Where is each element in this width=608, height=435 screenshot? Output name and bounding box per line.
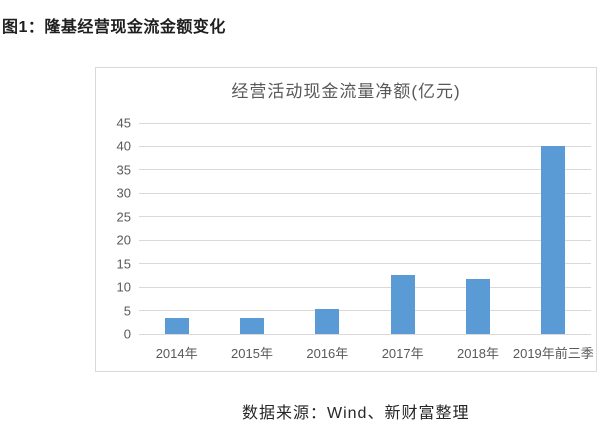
- y-axis-label-25: 25: [116, 209, 131, 225]
- y-axis-label-20: 20: [116, 232, 131, 248]
- y-axis-label-40: 40: [116, 138, 131, 154]
- figure-heading: 图1：隆基经营现金流金额变化: [2, 19, 226, 36]
- bar-2017年: [390, 275, 415, 334]
- y-axis-label-15: 15: [116, 256, 131, 272]
- gridline-y-15: [139, 263, 591, 265]
- gridline-y-5: [139, 310, 591, 312]
- x-axis-label-2017年: 2017年: [381, 346, 424, 361]
- bar-2018年: [466, 279, 490, 334]
- data-source-caption: 数据来源：Wind、新财富整理: [242, 405, 470, 422]
- chart-title: 经营活动现金流量净额(亿元): [231, 82, 461, 101]
- y-axis-label-30: 30: [116, 185, 131, 201]
- gridline-y-10: [139, 286, 591, 288]
- gridline-y-30: [139, 192, 591, 194]
- gridline-y-35: [139, 169, 591, 171]
- bar-2019年前三季: [541, 146, 566, 334]
- gridline-y-40: [139, 145, 591, 147]
- x-axis-label-2014年: 2014年: [155, 346, 198, 361]
- y-axis-label-35: 35: [116, 162, 131, 178]
- bar-2016年: [315, 308, 340, 334]
- y-axis-label-0: 0: [123, 326, 131, 342]
- y-axis-label-45: 45: [116, 115, 131, 131]
- x-axis-label-2016年: 2016年: [306, 346, 349, 361]
- x-axis-label-2019年前三季: 2019年前三季: [512, 346, 594, 361]
- x-axis-label-2018年: 2018年: [457, 346, 499, 361]
- y-axis-label-5: 5: [123, 303, 131, 319]
- gridline-y-45: [139, 122, 591, 124]
- gridline-y-25: [139, 216, 591, 218]
- plot-area: 0 5 10 15 20 25 30 35 40 45 2014年 2015年 2016年 2017年 20…: [117, 117, 594, 362]
- bar-2014年: [164, 317, 189, 334]
- x-axis-label-2015年: 2015年: [231, 346, 273, 361]
- y-axis-label-10: 10: [116, 279, 131, 295]
- chart-frame: 经营活动现金流量净额(亿元) 0 5 10 15 20 25 30 35 40 45 2014年 20…: [95, 67, 597, 372]
- bar-2015年: [240, 317, 264, 334]
- gridline-y-20: [139, 239, 591, 241]
- gridline-y-0: [139, 333, 591, 335]
